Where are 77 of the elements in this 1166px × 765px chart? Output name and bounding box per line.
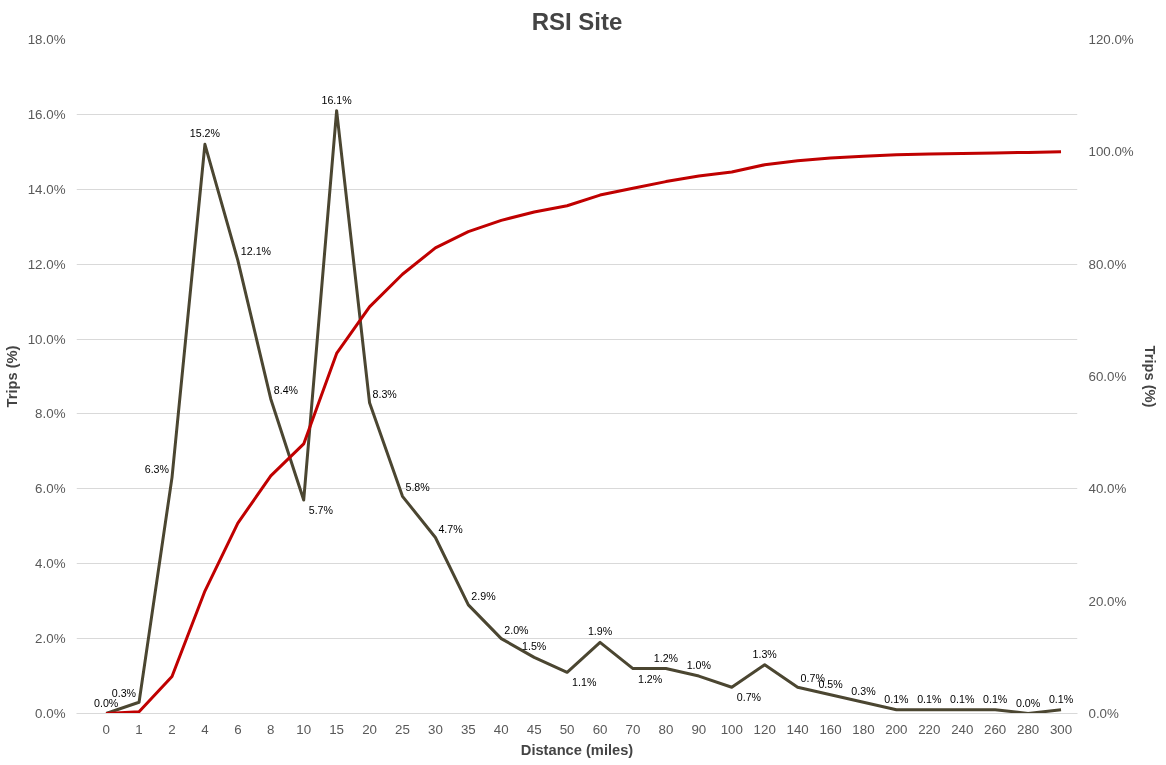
- y-tick-label: 18.0%: [27, 32, 66, 47]
- x-tick-label: 45: [526, 721, 542, 737]
- data-label: 0.3%: [851, 685, 877, 698]
- x-tick-label: 260: [984, 721, 1007, 737]
- x-tick-label: 280: [1016, 721, 1040, 737]
- x-tick-label: 30: [428, 721, 443, 737]
- data-label: 8.3%: [372, 387, 398, 400]
- y-tick-label: 4.0%: [35, 556, 66, 572]
- x-tick-label: 60: [592, 721, 608, 737]
- data-label: 1.3%: [752, 647, 778, 660]
- x-tick-label: 20: [362, 721, 377, 737]
- y-tick-label: 6.0%: [35, 481, 66, 497]
- data-label: 1.0%: [686, 659, 712, 672]
- data-label: 12.1%: [240, 245, 272, 258]
- y-tick-label: 0.0%: [35, 706, 66, 721]
- data-label: 0.0%: [1015, 696, 1041, 709]
- data-label: 5.7%: [308, 504, 334, 517]
- y-tick-label: 2.0%: [35, 631, 66, 647]
- x-tick-label: 15: [329, 721, 345, 737]
- x-axis-title: Distance (miles): [520, 741, 634, 758]
- x-tick-label: 50: [559, 721, 575, 737]
- x-tick-label: 70: [625, 721, 641, 737]
- y2-tick-label: 60.0%: [1088, 369, 1127, 384]
- y-tick-label: 14.0%: [27, 181, 66, 197]
- x-tick-label: 120: [753, 721, 776, 737]
- chart-title: RSI Site: [531, 7, 623, 35]
- y-tick-label: 8.0%: [35, 406, 66, 422]
- x-tick-label: 0: [102, 721, 110, 737]
- y2-tick-label: 100.0%: [1088, 144, 1134, 160]
- data-label: 2.9%: [471, 589, 497, 602]
- y2-axis-title: Trips (%): [1141, 345, 1158, 408]
- x-tick-label: 200: [885, 721, 908, 737]
- x-tick-label: 35: [460, 721, 476, 737]
- data-label: 1.5%: [522, 640, 547, 653]
- x-tick-label: 8: [267, 721, 275, 737]
- data-label: 0.1%: [950, 692, 975, 705]
- x-tick-label: 1: [135, 721, 143, 737]
- x-tick-label: 180: [852, 721, 875, 737]
- data-label: 1.2%: [653, 651, 679, 664]
- y-tick-label: 10.0%: [27, 331, 66, 347]
- y2-tick-label: 80.0%: [1088, 256, 1127, 272]
- y-tick-label: 12.0%: [27, 256, 66, 272]
- y2-tick-label: 0.0%: [1088, 706, 1120, 721]
- data-label: 1.1%: [572, 676, 597, 689]
- data-label: 2.0%: [504, 623, 530, 636]
- x-tick-label: 25: [395, 721, 410, 737]
- x-tick-label: 40: [493, 721, 509, 737]
- y-axis-title: Trips (%): [3, 345, 20, 408]
- data-label: 6.3%: [144, 462, 170, 475]
- x-tick-label: 240: [951, 721, 974, 737]
- x-tick-label: 10: [296, 721, 312, 737]
- data-label: 0.7%: [736, 691, 762, 704]
- data-label: 1.9%: [587, 625, 613, 638]
- x-tick-label: 4: [201, 721, 210, 737]
- y2-tick-label: 20.0%: [1088, 593, 1127, 609]
- data-label: 0.1%: [917, 692, 942, 705]
- data-label: 0.1%: [884, 692, 910, 705]
- x-tick-label: 100: [720, 721, 743, 737]
- x-tick-label: 2: [168, 721, 176, 737]
- x-tick-label: 80: [658, 721, 674, 737]
- x-tick-label: 90: [691, 721, 707, 737]
- data-label: 5.8%: [405, 481, 431, 494]
- y2-tick-label: 120.0%: [1088, 32, 1134, 47]
- data-label: 16.1%: [321, 93, 353, 106]
- x-tick-label: 6: [234, 721, 242, 737]
- data-label: 0.1%: [1048, 692, 1074, 705]
- y-tick-label: 16.0%: [27, 106, 66, 122]
- data-label: 4.7%: [438, 522, 464, 535]
- x-tick-label: 300: [1049, 721, 1073, 737]
- data-label: 0.1%: [983, 692, 1008, 705]
- data-label: 1.2%: [637, 672, 663, 685]
- y2-tick-label: 40.0%: [1088, 481, 1127, 497]
- data-label: 8.4%: [273, 383, 299, 396]
- x-tick-label: 140: [786, 721, 809, 737]
- x-tick-label: 220: [918, 721, 941, 737]
- x-tick-label: 160: [819, 721, 842, 737]
- data-label: 15.2%: [189, 127, 221, 140]
